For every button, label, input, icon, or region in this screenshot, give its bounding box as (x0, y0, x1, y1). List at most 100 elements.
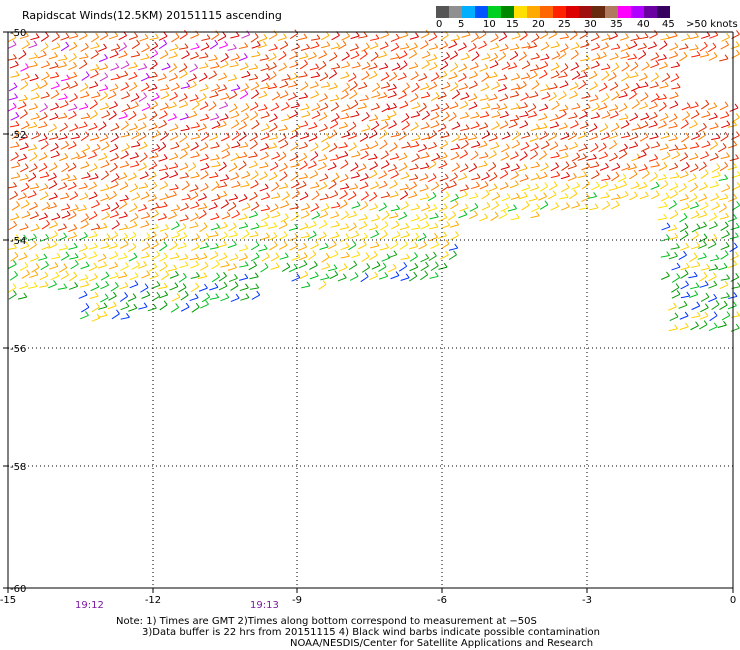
wind-barb-tick (484, 213, 489, 218)
wind-barb-tick (526, 60, 531, 65)
wind-barb (670, 247, 680, 250)
wind-barb (378, 184, 388, 189)
wind-barb-tick (615, 171, 620, 177)
wind-barb (368, 195, 378, 202)
wind-barb (310, 244, 319, 250)
wind-barb-tick (476, 173, 481, 178)
wind-barb (121, 95, 130, 100)
wind-barb (269, 207, 279, 213)
wind-barb (368, 133, 378, 139)
wind-barb (141, 86, 150, 92)
wind-barb-tick (655, 72, 659, 77)
wind-barb-tick (253, 151, 258, 157)
wind-barb (698, 186, 708, 191)
wind-barb-tick (243, 121, 248, 126)
wind-barb (241, 206, 251, 211)
wind-barb-tick (133, 82, 138, 87)
wind-barb (370, 185, 379, 190)
wind-barb (601, 37, 611, 42)
wind-barb-tick (256, 41, 261, 46)
wind-barb-tick (353, 260, 358, 266)
wind-barb-tick (503, 103, 508, 108)
wind-barb (228, 277, 238, 283)
wind-barb-tick (484, 122, 489, 127)
wind-barb (29, 167, 38, 173)
wind-barb-tick (723, 203, 727, 208)
wind-barb (220, 56, 229, 63)
wind-barb-tick (35, 33, 40, 38)
wind-barb (380, 154, 389, 160)
wind-barb-tick (704, 169, 709, 174)
wind-barb (460, 143, 469, 150)
wind-barb (169, 135, 179, 141)
wind-barb-tick (674, 209, 679, 215)
wind-barb (49, 65, 59, 70)
wind-barb (39, 285, 49, 288)
wind-barb-tick (555, 162, 560, 167)
wind-barb (250, 93, 259, 100)
wind-barb (518, 167, 528, 172)
wind-barb (109, 254, 119, 260)
wind-barb-tick (194, 94, 199, 99)
wind-barb (538, 154, 547, 161)
wind-barb (451, 125, 461, 130)
wind-barb (38, 216, 48, 221)
legend-label: 0 (436, 19, 443, 30)
wind-barb-tick (392, 110, 397, 115)
wind-barb (551, 104, 560, 111)
wind-barb (268, 137, 278, 141)
wind-barb-tick (684, 322, 689, 328)
wind-barb-tick (335, 172, 340, 178)
wind-barb (60, 177, 70, 181)
wind-barb (370, 55, 379, 62)
wind-barb (509, 54, 519, 61)
wind-barb-tick (176, 231, 181, 236)
wind-barb (40, 64, 50, 69)
wind-barb-tick (666, 151, 671, 157)
wind-barb-tick (415, 232, 420, 238)
wind-barb (498, 214, 507, 220)
wind-barb (28, 56, 38, 60)
wind-barb (399, 194, 408, 200)
wind-barb (171, 36, 180, 43)
wind-barb-tick (535, 80, 540, 85)
wind-barb (88, 126, 98, 131)
wind-barb-tick (675, 283, 680, 288)
wind-barb (178, 276, 187, 283)
wind-barb-tick (483, 40, 487, 46)
wind-barb (479, 126, 488, 130)
wind-barb-tick (43, 79, 48, 85)
wind-barb (499, 114, 509, 119)
wind-barb (538, 116, 548, 121)
wind-barb-tick (215, 113, 220, 118)
wind-barb-tick (423, 240, 428, 246)
wind-barb-tick (234, 281, 239, 286)
wind-barb (608, 143, 617, 150)
wind-barb-tick (604, 180, 609, 186)
wind-barb-tick (353, 222, 357, 227)
wind-barb (260, 196, 270, 201)
wind-barb (309, 67, 319, 71)
wind-barb (169, 127, 179, 132)
wind-barb (88, 214, 98, 221)
wind-barb (239, 145, 249, 149)
wind-barb-tick (175, 32, 180, 38)
wind-barb-tick (143, 141, 148, 147)
wind-barb (348, 264, 357, 270)
wind-barb-tick (553, 91, 557, 97)
wind-barb (708, 267, 718, 271)
wind-barb (689, 156, 699, 161)
legend-swatch (527, 6, 540, 18)
wind-barb-tick (722, 142, 727, 148)
wind-barb (580, 67, 590, 72)
wind-barb-tick (375, 229, 380, 235)
wind-barb-tick (593, 70, 598, 76)
wind-barb (390, 173, 399, 179)
wind-barb-tick (316, 34, 321, 39)
wind-barb (280, 105, 290, 111)
wind-barb-tick (693, 271, 698, 277)
wind-barb-tick (104, 293, 109, 299)
wind-barb-tick (594, 81, 598, 86)
wind-barb (289, 54, 298, 60)
wind-barb-tick (146, 242, 151, 247)
